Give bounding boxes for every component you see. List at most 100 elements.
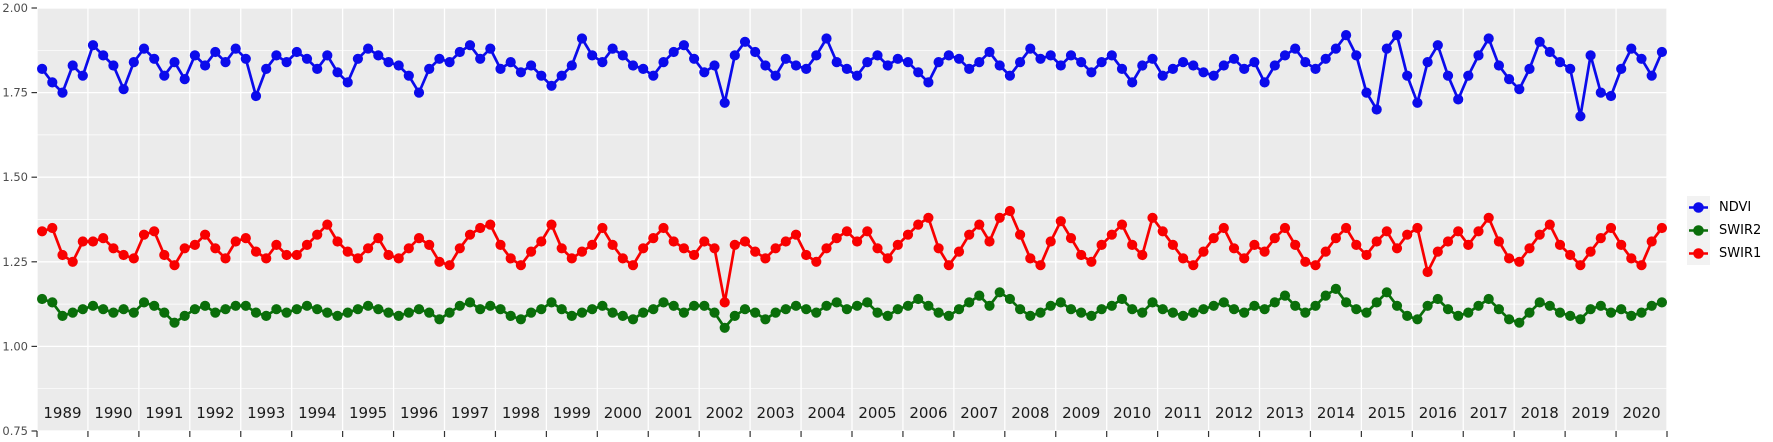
data-point-SWIR1 — [739, 236, 751, 247]
data-point-SWIR1 — [597, 222, 608, 234]
data-point-SWIR1 — [913, 219, 924, 230]
data-point-SWIR1 — [566, 253, 577, 264]
data-point-SWIR1 — [1198, 246, 1209, 257]
data-point-NDVI — [1239, 63, 1250, 74]
data-point-SWIR2 — [352, 304, 363, 315]
data-point-SWIR2 — [291, 304, 302, 315]
year-label: 2020 — [1622, 404, 1660, 422]
data-point-NDVI — [780, 53, 791, 64]
data-point-NDVI — [760, 60, 771, 71]
data-point-NDVI — [556, 70, 567, 81]
data-point-SWIR2 — [363, 300, 374, 311]
data-point-NDVI — [373, 50, 384, 61]
data-point-SWIR2 — [892, 304, 903, 315]
data-point-NDVI — [1575, 111, 1586, 122]
data-point-SWIR1 — [210, 243, 221, 254]
data-point-SWIR2 — [1585, 304, 1596, 315]
year-label: 2015 — [1368, 404, 1406, 422]
series-line-SWIR2 — [41, 287, 1663, 331]
data-point-SWIR2 — [1391, 300, 1403, 311]
y-axis-label: 1.00 — [2, 339, 28, 353]
data-point-SWIR1 — [1636, 260, 1647, 271]
data-point-SWIR2 — [98, 304, 109, 315]
data-point-SWIR2 — [841, 304, 853, 315]
data-point-NDVI — [505, 57, 516, 68]
year-label: 1997 — [451, 404, 489, 422]
data-point-SWIR1 — [220, 253, 231, 264]
data-point-NDVI — [1076, 57, 1087, 68]
data-point-SWIR2 — [1055, 297, 1066, 308]
data-point-NDVI — [424, 63, 435, 74]
data-point-NDVI — [464, 40, 476, 51]
data-point-SWIR1 — [261, 253, 272, 264]
data-point-SWIR2 — [57, 310, 68, 321]
data-point-SWIR1 — [1004, 205, 1016, 217]
data-point-NDVI — [1167, 63, 1178, 74]
data-point-SWIR1 — [892, 239, 903, 250]
data-point-NDVI — [1595, 87, 1606, 98]
data-point-SWIR1 — [1086, 256, 1097, 267]
data-point-NDVI — [1025, 43, 1036, 54]
data-point-SWIR1 — [1626, 253, 1637, 264]
data-point-SWIR2 — [301, 300, 313, 311]
data-point-SWIR2 — [87, 300, 99, 311]
data-point-SWIR1 — [444, 260, 455, 271]
data-point-SWIR2 — [464, 297, 476, 308]
data-point-NDVI — [1106, 50, 1117, 61]
data-point-SWIR2 — [648, 304, 659, 315]
data-point-NDVI — [1015, 57, 1026, 68]
data-point-SWIR1 — [1218, 222, 1229, 234]
data-point-NDVI — [536, 70, 547, 81]
data-point-SWIR1 — [1575, 260, 1586, 271]
data-point-NDVI — [413, 87, 425, 98]
data-point-SWIR2 — [444, 307, 455, 318]
year-label: 1996 — [400, 404, 438, 422]
data-point-SWIR2 — [1035, 307, 1046, 318]
data-point-NDVI — [149, 53, 160, 64]
data-point-SWIR2 — [770, 307, 781, 318]
data-point-SWIR2 — [1290, 300, 1301, 311]
year-label: 1991 — [145, 404, 183, 422]
data-point-NDVI — [1391, 29, 1403, 41]
data-point-SWIR1 — [179, 243, 190, 254]
data-point-SWIR1 — [1442, 236, 1454, 247]
data-point-SWIR1 — [434, 256, 445, 267]
data-point-SWIR1 — [964, 229, 975, 240]
data-point-NDVI — [1646, 70, 1657, 81]
data-point-NDVI — [1412, 97, 1423, 108]
year-label: 2006 — [909, 404, 947, 422]
data-point-SWIR1 — [189, 239, 200, 250]
data-point-NDVI — [1554, 57, 1566, 68]
data-point-NDVI — [1442, 70, 1454, 81]
y-axis-label: 2.00 — [2, 1, 28, 15]
legend-label-swir1: SWIR1 — [1719, 246, 1762, 261]
data-point-NDVI — [790, 60, 802, 71]
data-point-SWIR1 — [393, 253, 404, 264]
data-point-SWIR2 — [1228, 304, 1240, 315]
data-point-SWIR1 — [933, 243, 944, 254]
data-point-SWIR1 — [1585, 246, 1596, 257]
data-point-SWIR1 — [638, 243, 649, 254]
data-point-SWIR2 — [159, 307, 170, 318]
data-point-SWIR1 — [1045, 236, 1056, 247]
data-point-NDVI — [729, 50, 740, 61]
data-point-NDVI — [1065, 50, 1077, 61]
data-point-NDVI — [739, 36, 751, 47]
data-point-SWIR1 — [424, 239, 435, 250]
data-point-NDVI — [495, 63, 506, 74]
data-point-SWIR1 — [1514, 256, 1525, 267]
data-point-NDVI — [77, 70, 88, 81]
data-point-SWIR1 — [301, 239, 313, 250]
data-point-SWIR2 — [943, 310, 954, 321]
data-point-SWIR2 — [1402, 310, 1413, 321]
data-point-SWIR1 — [1483, 212, 1494, 223]
data-point-SWIR2 — [607, 307, 618, 318]
data-point-SWIR2 — [1595, 300, 1606, 311]
legend-item-swir1: SWIR1 — [1687, 242, 1761, 265]
data-point-SWIR2 — [240, 300, 251, 311]
year-label: 2004 — [807, 404, 845, 422]
data-point-SWIR2 — [1188, 307, 1199, 318]
data-point-NDVI — [1004, 70, 1016, 81]
data-point-SWIR2 — [566, 310, 577, 321]
